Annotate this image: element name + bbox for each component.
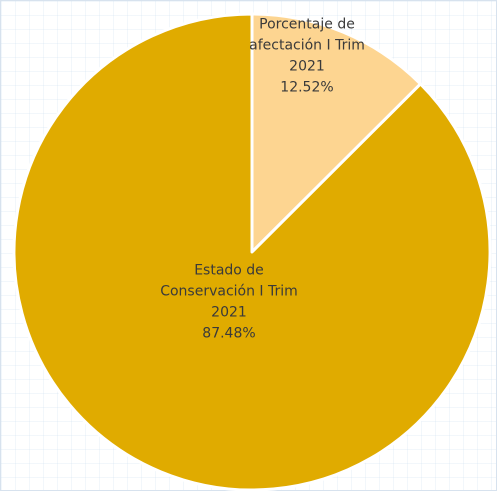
slice-category-label-2: Estado de xyxy=(194,263,264,279)
slice-value-label-2: 87.48% xyxy=(202,326,255,342)
pie-labels: Porcentaje de afectación I Trim 2021 12.52%… xyxy=(160,17,365,342)
slice-category-label-1: Porcentaje de xyxy=(259,17,355,33)
slice-category-label-2: 2021 xyxy=(211,305,247,321)
pie-slice-1 xyxy=(250,12,422,254)
slice-category-label-1: afectación I Trim xyxy=(249,38,365,54)
pie-slice-2 xyxy=(12,12,492,492)
pie-slices xyxy=(12,12,492,492)
slice-value-label-1: 12.52% xyxy=(280,80,333,96)
slice-category-label-2: Conservación I Trim xyxy=(160,284,298,300)
slice-category-label-1: 2021 xyxy=(289,59,325,75)
